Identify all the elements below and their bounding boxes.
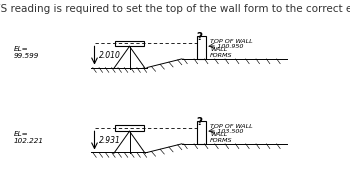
Text: WALL
FORMS: WALL FORMS	[210, 47, 232, 58]
Text: EL=
99.599: EL= 99.599	[14, 46, 39, 59]
Text: WALL
FORMS: WALL FORMS	[210, 132, 232, 143]
Text: TOP OF WALL
= 103.500: TOP OF WALL = 103.500	[210, 124, 253, 134]
Text: 2.931: 2.931	[99, 136, 121, 145]
FancyBboxPatch shape	[115, 125, 144, 131]
Text: 2.010: 2.010	[99, 51, 121, 60]
Bar	[197, 36, 206, 59]
Text: EL=
102.221: EL= 102.221	[14, 130, 44, 144]
Text: 3. What FS reading is required to set the top of the wall form to the correct el: 3. What FS reading is required to set th…	[0, 4, 350, 14]
FancyBboxPatch shape	[115, 41, 144, 46]
Text: TOP OF WALL
= 100.950: TOP OF WALL = 100.950	[210, 39, 253, 49]
Text: ?: ?	[196, 117, 203, 127]
Text: ?: ?	[196, 32, 203, 42]
Bar	[197, 121, 206, 144]
